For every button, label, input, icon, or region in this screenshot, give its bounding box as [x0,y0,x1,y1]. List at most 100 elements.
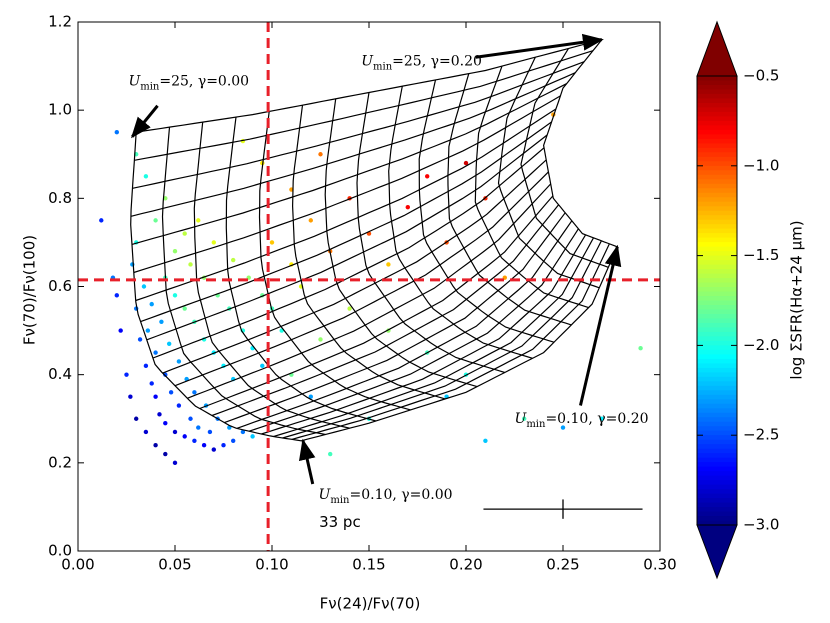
colorbar-segment [697,219,737,225]
annotation-text: =25, γ=0.20 [392,54,482,70]
y-tick-label: 0.4 [48,365,72,383]
model-umin-line [131,83,567,245]
colorbar-segment [697,174,737,180]
annotation-arrow [298,438,316,485]
point [172,460,178,466]
scale-label: 33 pc [319,513,361,531]
x-axis-label: Fν(24)/Fν(70) [320,595,421,613]
colorbar-segment [697,390,737,396]
colorbar-segment [697,80,737,86]
colorbar-segment [697,246,737,252]
colorbar-segment [697,278,737,284]
colorbar-segment [697,331,737,338]
colorbar-segment [697,224,737,230]
colorbar-segment [697,421,737,427]
colorbar-segment [697,76,737,82]
point [250,434,255,439]
colorbar-segment [697,197,737,203]
annotation-arrow [578,244,622,406]
colorbar-tick-label: −1.0 [743,156,779,174]
annotation: Umin=25, γ=0.20 [361,54,482,73]
colorbar-tick-label: −0.5 [743,67,779,85]
colorbar-segment [697,322,737,329]
model-umin-line [162,159,547,374]
colorbar-segment [697,98,737,104]
colorbar-segment [697,385,737,391]
colorbar-frame [696,75,738,526]
y-tick-label: 1.0 [48,101,72,119]
annotation-subscript: min [330,495,350,506]
point [172,429,178,435]
colorbar-segment [697,448,737,454]
colorbar-segment [697,170,737,176]
model-umin-line [224,212,566,424]
point [182,306,187,311]
colorbar-segment [697,516,737,522]
colorbar-segment [697,273,737,279]
colorbar-segment [697,89,737,95]
point [318,152,323,157]
x-tick-label: 0.20 [449,556,482,574]
colorbar-segment [697,206,737,212]
y-tick-label: 1.2 [48,13,72,31]
colorbar-segment [697,318,737,324]
y-tick-label: 0.2 [48,453,72,471]
colorbar-segment [697,336,737,342]
annotation: Umin=0.10, γ=0.20 [515,411,649,430]
colorbar-segment [697,511,737,517]
colorbar-segment [697,304,737,311]
point [463,160,469,166]
annotation-symbol: U [361,54,374,70]
colorbar-segment [697,102,737,109]
colorbar-segment [697,408,737,414]
colorbar-segment [697,372,737,378]
x-tick-label: 0.00 [61,556,94,574]
point [231,438,236,443]
point [153,394,158,399]
point [166,341,172,347]
colorbar-segment [697,183,737,189]
point [172,293,178,298]
colorbar-segment [697,291,737,297]
point [211,240,216,245]
point [318,337,323,342]
y-tick-label: 0.0 [48,542,72,560]
annotation-text: =25, γ=0.00 [159,74,249,90]
point [192,438,197,443]
point [145,328,151,333]
point [188,416,193,421]
point [638,346,643,351]
y-axis-label: Fν(70)/Fν(100) [21,235,39,345]
colorbar-segment [697,84,737,91]
y-tick-label: 0.6 [48,277,72,295]
colorbar-segment [697,354,737,360]
point [159,319,164,324]
annotation-subscript: min [140,81,160,92]
point [182,231,187,236]
colorbar-segment [697,143,737,149]
model-umin-line [174,171,549,387]
colorbar-segment [697,251,737,257]
point [182,434,187,439]
point [118,328,123,333]
colorbar-segment [697,147,737,153]
colorbar-segment [697,426,737,432]
model-umin-line [146,134,548,341]
annotation-arrow [130,104,159,139]
point [163,451,168,457]
colorbar-segment [697,255,737,261]
x-tick-label: 0.10 [255,556,288,574]
colorbar-segment [697,358,737,364]
point [207,429,213,435]
colorbar-tick-label: −2.0 [743,336,779,354]
colorbar-segment [697,201,737,207]
x-tick-label: 0.25 [546,556,579,574]
colorbar-segment [697,111,737,118]
point [99,218,104,223]
model-umin-line [130,72,576,217]
point [221,443,226,448]
colorbar-segment [697,430,737,436]
colorbar-segment [697,412,737,418]
colorbar-segment [697,269,737,275]
colorbar-segment [697,296,737,302]
